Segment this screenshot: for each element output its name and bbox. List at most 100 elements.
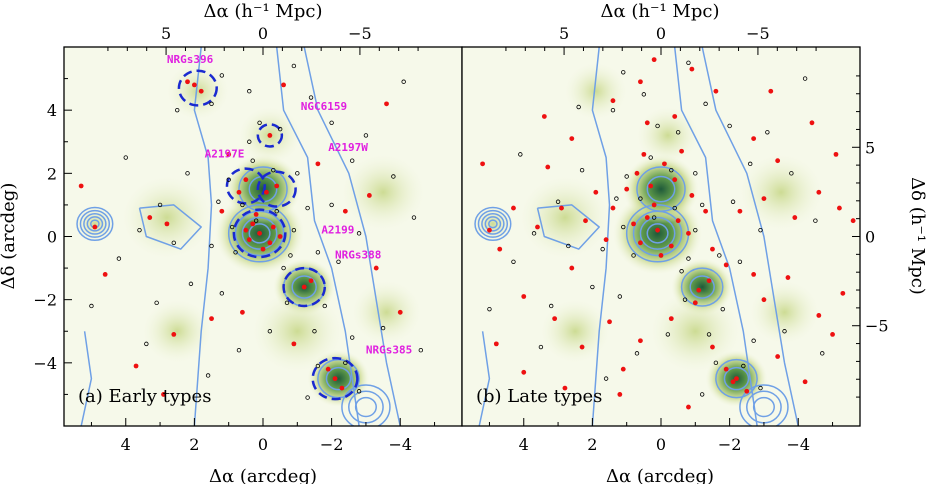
density-peak	[520, 176, 610, 259]
point-highlight	[668, 316, 674, 322]
x-tick-label-bottom: 2	[587, 435, 597, 454]
point-other	[621, 70, 626, 75]
contour-line	[80, 331, 93, 426]
point-other	[205, 373, 211, 378]
contour-line	[138, 204, 202, 250]
point-other	[802, 76, 808, 81]
y-tick-label-left: −4	[33, 354, 57, 373]
panel-a: NRGs396 NGC6159 A2197E A2197W A2199 NRGs388 NR…	[0, 1, 463, 484]
point-other	[549, 303, 554, 309]
density-peak	[750, 280, 819, 344]
x-tick-label-bottom: 4	[519, 435, 529, 454]
point-highlight	[703, 208, 709, 214]
point-other	[748, 161, 753, 167]
point-other	[350, 335, 355, 340]
contour-line	[478, 331, 491, 426]
group-label: NRGs385	[366, 343, 412, 356]
point-highlight	[802, 379, 808, 385]
point-highlight	[226, 151, 232, 157]
group-label: NGC6159	[301, 100, 347, 113]
point-highlight	[191, 82, 197, 88]
point-highlight	[651, 202, 657, 208]
point-other	[291, 63, 297, 69]
group-circle	[256, 170, 297, 208]
point-other	[295, 171, 300, 176]
x-tick-label-bottom: 0	[258, 435, 268, 454]
point-other	[380, 325, 386, 331]
contour-ring	[481, 213, 505, 235]
point-other	[401, 79, 406, 84]
point-highlight	[672, 114, 678, 119]
point-highlight	[164, 221, 170, 227]
point-highlight	[198, 88, 204, 94]
y-tick-label-left: 0	[47, 228, 57, 247]
group-label: A2199	[321, 223, 354, 236]
point-other	[665, 332, 671, 337]
point-other	[188, 281, 194, 287]
point-other	[651, 215, 657, 220]
point-highlight	[785, 275, 791, 280]
point-other	[703, 101, 708, 107]
density-peak	[623, 154, 699, 224]
contour-ring	[241, 216, 278, 250]
contour-ring	[474, 206, 512, 242]
contour-line	[275, 47, 360, 426]
point-highlight	[511, 205, 516, 211]
point-other	[720, 306, 725, 312]
point-other	[765, 130, 770, 135]
point-other	[624, 174, 629, 179]
point-other	[343, 360, 348, 366]
point-other	[579, 167, 585, 173]
point-highlight	[185, 79, 190, 85]
contour-ring	[646, 175, 676, 203]
contour-line	[536, 204, 600, 250]
contour-line	[193, 47, 213, 426]
point-highlight	[651, 57, 657, 63]
point-other	[590, 284, 595, 290]
point-other	[250, 158, 255, 163]
point-other	[706, 332, 712, 337]
point-other	[229, 224, 235, 230]
point-highlight	[644, 120, 650, 126]
contour-ring	[639, 216, 676, 250]
point-highlight	[552, 316, 558, 322]
x-tick-label-bottom: −4	[388, 435, 412, 454]
point-other	[329, 202, 334, 208]
point-highlight	[607, 319, 612, 325]
point-highlight	[246, 237, 252, 243]
group-circle	[225, 167, 266, 205]
point-highlight	[641, 151, 647, 157]
contour-line	[673, 47, 758, 426]
x-tick-label-bottom: 4	[121, 435, 131, 454]
point-highlight	[658, 253, 664, 258]
group-circle	[177, 69, 218, 107]
tick-labels: 4 2 0 −2 −4 5 0 −5 −4 −2 0 2 4 4 2 0 −2 −4 5 0 −5 −5 0 5	[33, 24, 888, 454]
contour-ring	[484, 216, 502, 232]
point-highlight	[710, 344, 715, 350]
point-other	[350, 158, 355, 163]
point-other	[116, 256, 122, 261]
point-highlight	[761, 297, 767, 303]
contour-ring	[325, 366, 352, 391]
contour-ring	[723, 366, 750, 391]
point-highlight	[751, 136, 757, 141]
point-other	[672, 205, 677, 211]
point-other	[171, 240, 176, 246]
point-highlight	[840, 290, 846, 296]
point-other	[758, 385, 763, 391]
point-highlight	[638, 79, 643, 85]
point-other	[209, 101, 214, 107]
point-other	[89, 303, 94, 309]
panel-label-a: (a) Early types	[78, 386, 211, 407]
plot-area-b	[462, 47, 860, 426]
x-tick-label-bottom: −2	[718, 435, 742, 454]
point-highlight	[679, 148, 684, 154]
point-other	[610, 107, 616, 113]
point-highlight	[734, 376, 739, 382]
group-label: NRGs396	[167, 53, 214, 66]
point-other	[686, 60, 691, 65]
point-other	[356, 231, 362, 236]
contour-ring	[291, 275, 317, 299]
point-other	[322, 303, 327, 309]
contour-ring	[488, 219, 498, 229]
